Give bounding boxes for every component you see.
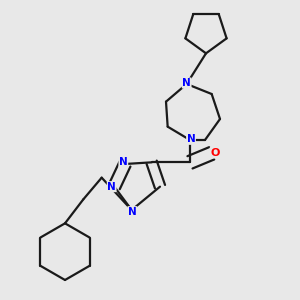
- Text: N: N: [107, 182, 116, 192]
- Text: N: N: [128, 207, 137, 217]
- Text: N: N: [119, 157, 128, 167]
- Text: O: O: [210, 148, 220, 158]
- Text: N: N: [187, 134, 195, 144]
- Text: N: N: [182, 78, 191, 88]
